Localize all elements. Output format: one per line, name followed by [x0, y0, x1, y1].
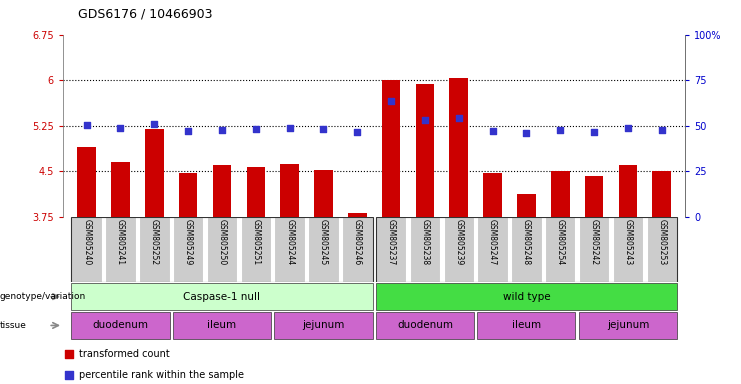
- Text: GSM805254: GSM805254: [556, 219, 565, 265]
- Bar: [71, 217, 102, 282]
- Text: Caspase-1 null: Caspase-1 null: [184, 291, 261, 302]
- Point: [284, 124, 296, 131]
- Bar: [585, 176, 603, 217]
- Text: GSM805247: GSM805247: [488, 219, 497, 265]
- Bar: [376, 217, 406, 282]
- Bar: [511, 217, 542, 282]
- Point: [588, 129, 600, 135]
- Bar: [111, 162, 130, 217]
- Bar: [207, 217, 237, 282]
- Bar: [247, 167, 265, 217]
- Text: GSM805244: GSM805244: [285, 219, 294, 265]
- Point: [656, 127, 668, 133]
- Text: percentile rank within the sample: percentile rank within the sample: [79, 370, 244, 380]
- Bar: [450, 78, 468, 217]
- Point: [115, 125, 127, 131]
- Bar: [71, 283, 373, 310]
- Text: tissue: tissue: [0, 321, 27, 330]
- Point: [520, 130, 532, 136]
- Bar: [376, 217, 677, 282]
- Bar: [348, 213, 367, 217]
- Text: GSM805241: GSM805241: [116, 219, 125, 265]
- Bar: [477, 217, 508, 282]
- Bar: [77, 147, 96, 217]
- Point: [216, 127, 228, 133]
- Point: [63, 351, 75, 357]
- Bar: [145, 129, 164, 217]
- Text: ileum: ileum: [512, 320, 541, 331]
- Bar: [173, 217, 203, 282]
- Text: jejunum: jejunum: [607, 320, 649, 331]
- Text: ileum: ileum: [207, 320, 236, 331]
- Point: [351, 129, 363, 135]
- Point: [385, 98, 397, 104]
- Bar: [274, 217, 305, 282]
- Bar: [314, 170, 333, 217]
- Bar: [173, 312, 271, 339]
- Bar: [545, 217, 576, 282]
- Bar: [280, 164, 299, 217]
- Bar: [71, 312, 170, 339]
- Bar: [105, 217, 136, 282]
- Bar: [579, 312, 677, 339]
- Bar: [308, 217, 339, 282]
- Bar: [241, 217, 271, 282]
- Text: duodenum: duodenum: [397, 320, 453, 331]
- Bar: [376, 283, 677, 310]
- Bar: [382, 79, 400, 217]
- Bar: [410, 217, 440, 282]
- Point: [554, 127, 566, 133]
- Text: wild type: wild type: [502, 291, 551, 302]
- Text: GSM805243: GSM805243: [623, 219, 632, 265]
- Bar: [213, 165, 231, 217]
- Text: GSM805239: GSM805239: [454, 219, 463, 265]
- Text: GSM805253: GSM805253: [657, 219, 666, 265]
- Point: [318, 126, 330, 132]
- Bar: [517, 194, 536, 217]
- Bar: [71, 217, 373, 282]
- Bar: [342, 217, 373, 282]
- Text: GSM805245: GSM805245: [319, 219, 328, 265]
- Text: GSM805238: GSM805238: [420, 219, 430, 265]
- Point: [63, 372, 75, 378]
- Text: GSM805250: GSM805250: [217, 219, 227, 265]
- Text: duodenum: duodenum: [93, 320, 148, 331]
- Bar: [139, 217, 170, 282]
- Bar: [619, 165, 637, 217]
- Bar: [274, 312, 373, 339]
- Point: [148, 121, 160, 127]
- Text: GSM805252: GSM805252: [150, 219, 159, 265]
- Text: GSM805251: GSM805251: [251, 219, 260, 265]
- Text: GSM805242: GSM805242: [590, 219, 599, 265]
- Text: GDS6176 / 10466903: GDS6176 / 10466903: [78, 8, 213, 21]
- Text: GSM805249: GSM805249: [184, 219, 193, 265]
- Bar: [477, 312, 576, 339]
- Bar: [483, 173, 502, 217]
- Text: GSM805237: GSM805237: [387, 219, 396, 265]
- Text: GSM805240: GSM805240: [82, 219, 91, 265]
- Text: jejunum: jejunum: [302, 320, 345, 331]
- Text: GSM805248: GSM805248: [522, 219, 531, 265]
- Bar: [613, 217, 643, 282]
- Bar: [376, 312, 474, 339]
- Point: [419, 117, 431, 123]
- Point: [622, 124, 634, 131]
- Point: [250, 126, 262, 132]
- Bar: [416, 84, 434, 217]
- Text: GSM805246: GSM805246: [353, 219, 362, 265]
- Point: [453, 115, 465, 121]
- Bar: [647, 217, 677, 282]
- Bar: [579, 217, 609, 282]
- Bar: [444, 217, 474, 282]
- Bar: [179, 173, 197, 217]
- Text: transformed count: transformed count: [79, 349, 169, 359]
- Bar: [551, 171, 570, 217]
- Point: [487, 127, 499, 134]
- Text: genotype/variation: genotype/variation: [0, 292, 86, 301]
- Bar: [652, 171, 671, 217]
- Point: [182, 128, 194, 134]
- Point: [81, 122, 93, 128]
